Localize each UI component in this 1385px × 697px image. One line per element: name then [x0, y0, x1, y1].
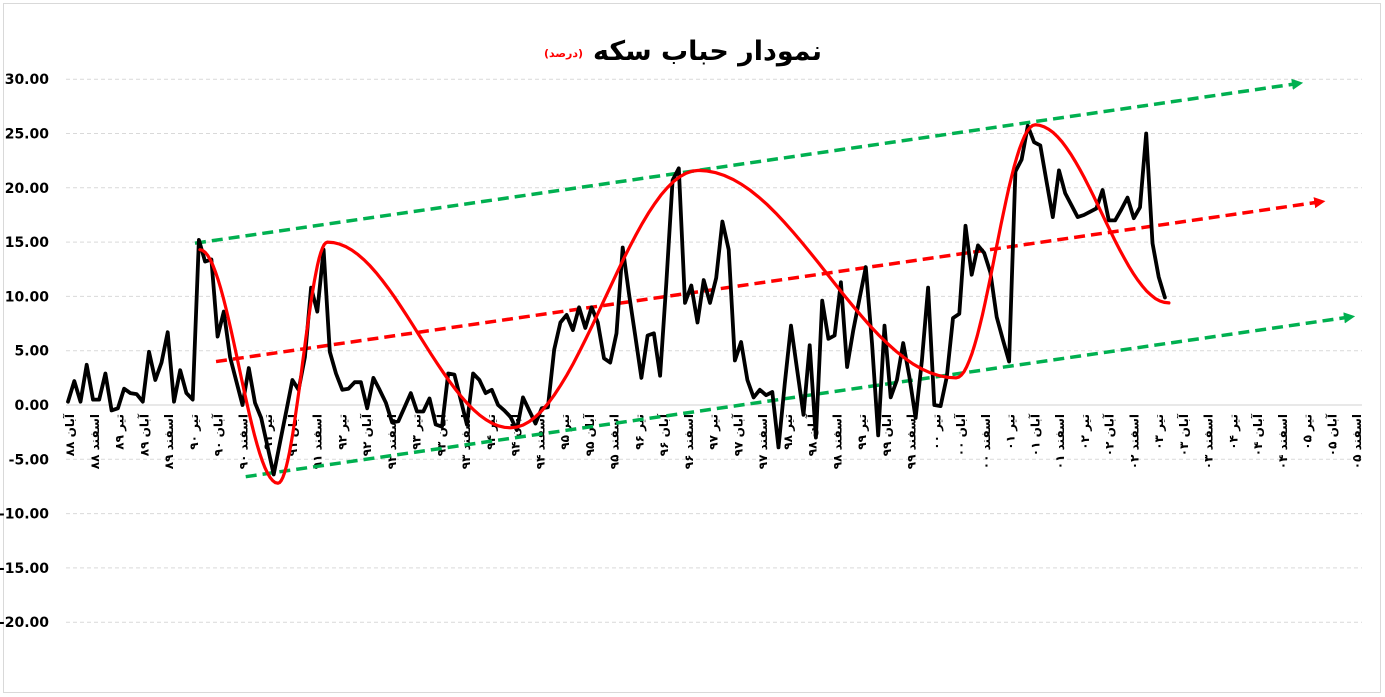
- x-tick-label: اسفند ۸۸: [88, 414, 102, 469]
- x-tick-label: اسفند ۹۳: [459, 414, 473, 469]
- x-tick-label: آبان ۸۸: [62, 413, 77, 456]
- trend-lines: [194, 78, 1356, 479]
- chart-frame: [3, 3, 1381, 693]
- x-tick-label: آبان ۹۵: [582, 413, 597, 456]
- x-tick-label: اسفند ۹۰: [236, 414, 250, 469]
- trend-line-upper: [194, 78, 1304, 245]
- x-tick-label: اسفند ۹۹: [905, 414, 919, 469]
- x-tick-label: آبان ۰۱: [1027, 413, 1042, 456]
- x-tick-label: تیر ۹۰: [187, 414, 201, 450]
- x-tick-label: آبان ۸۹: [136, 413, 151, 456]
- x-tick-label: اسفند ۹۵: [608, 414, 622, 469]
- x-tick-label: اسفند ۹۷: [756, 414, 770, 469]
- x-tick-label: اسفند ۰۰: [979, 414, 993, 469]
- y-tick-label: -10.00: [0, 507, 49, 523]
- x-tick-label: اسفند ۸۹: [162, 414, 176, 469]
- x-tick-label: اسفند ۰۴: [1276, 414, 1290, 469]
- x-tick-label: تیر ۰۲: [1078, 414, 1092, 450]
- gridlines: [66, 78, 1362, 623]
- x-tick-label: تیر ۰۳: [1152, 414, 1166, 450]
- x-tick-label: تیر ۹۶: [632, 414, 646, 450]
- x-tick-label: تیر ۰۴: [1226, 414, 1240, 450]
- x-tick-label: آبان ۹۹: [879, 413, 894, 456]
- x-tick-label: آبان ۰۳: [1176, 413, 1191, 456]
- x-tick-label: تیر ۹۲: [335, 414, 349, 450]
- x-tick-label: اسفند ۹۴: [533, 414, 547, 469]
- x-tick-label: آبان ۹۶: [656, 413, 671, 456]
- x-tick-label: تیر ۸۹: [113, 414, 127, 450]
- y-tick-label: 25.00: [5, 127, 50, 143]
- x-tick-label: آبان ۰۰: [953, 413, 968, 456]
- y-tick-label: -5.00: [9, 452, 50, 468]
- x-tick-label: اسفند ۰۳: [1202, 414, 1216, 469]
- x-axis: آبان ۸۸ اسفند ۸۸ تیر ۸۹ آبان ۸۹ اسفند ۸۹ تیر …: [62, 413, 1364, 469]
- x-tick-label: آبان ۹۲: [359, 413, 374, 456]
- y-tick-label: 15.00: [5, 235, 50, 251]
- x-tick-label: اسفند ۹۸: [830, 414, 844, 469]
- chart-title: نمودار حباب سکه: [593, 36, 822, 67]
- x-tick-label: تیر ۹۹: [855, 414, 869, 450]
- y-tick-label: 20.00: [5, 181, 50, 197]
- y-tick-label: -15.00: [0, 561, 49, 577]
- x-tick-label: تیر ۰۰: [929, 414, 943, 450]
- x-tick-label: اسفند ۰۵: [1350, 414, 1364, 469]
- x-tick-label: آبان ۰۵: [1324, 413, 1339, 456]
- x-tick-label: اسفند ۰۱: [1053, 414, 1067, 469]
- x-tick-label: تیر ۰۱: [1004, 414, 1018, 450]
- x-tick-label: آبان ۹۰: [211, 413, 226, 456]
- wave-layer: [198, 123, 1171, 485]
- y-tick-label: 30.00: [5, 72, 50, 88]
- x-tick-label: تیر ۹۵: [558, 414, 572, 450]
- x-tick-label: تیر ۹۸: [781, 414, 795, 450]
- x-tick-label: تیر ۰۵: [1301, 414, 1315, 450]
- chart-subtitle: (درصد): [544, 47, 583, 60]
- x-tick-label: آبان ۰۲: [1102, 413, 1117, 456]
- x-tick-label: تیر ۹۳: [410, 414, 424, 450]
- y-tick-label: 5.00: [14, 344, 49, 360]
- x-tick-label: اسفند ۰۲: [1127, 414, 1141, 469]
- x-tick-label: آبان ۰۴: [1250, 413, 1265, 456]
- x-tick-label: اسفند ۹۱: [311, 414, 325, 469]
- x-tick-label: تیر ۹۷: [707, 414, 721, 450]
- x-tick-label: آبان ۹۷: [730, 413, 745, 456]
- y-tick-label: -20.00: [0, 615, 49, 631]
- cycle-wave-curve: [198, 123, 1171, 485]
- y-axis: 30.00 25.00 20.00 15.00 10.00 5.00 0.00 -5.00 -1…: [0, 72, 49, 631]
- y-tick-label: 0.00: [14, 398, 49, 414]
- y-tick-label: 10.00: [5, 289, 50, 305]
- x-tick-label: اسفند ۹۶: [682, 414, 696, 469]
